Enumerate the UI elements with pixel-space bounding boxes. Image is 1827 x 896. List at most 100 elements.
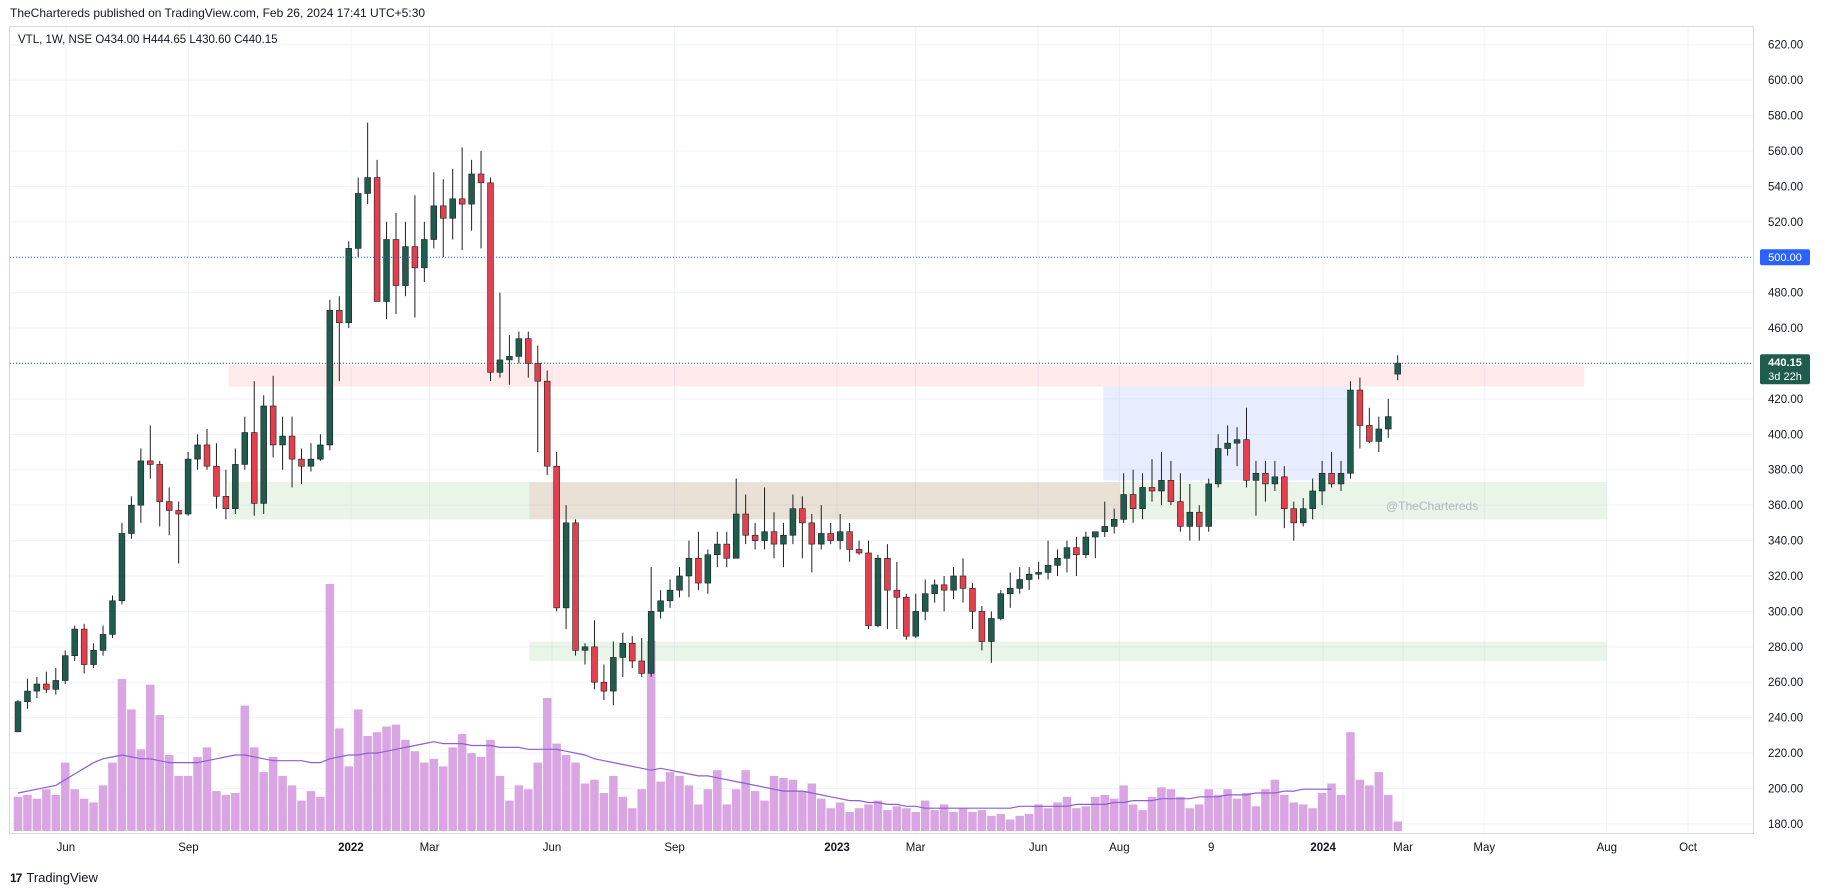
symbol-legend: VTL, 1W, NSE O434.00 H444.65 L430.60 C44… — [18, 34, 278, 46]
candle-up — [1252, 472, 1260, 481]
y-tick-label: 280.00 — [1768, 642, 1803, 654]
x-tick-label: Jun — [57, 842, 76, 854]
volume-bar — [1072, 808, 1081, 831]
candle-down — [543, 380, 551, 467]
volume-bar — [193, 756, 202, 831]
volume-bar — [807, 783, 817, 831]
candle-down — [458, 198, 466, 205]
time-axis[interactable]: Jun Sep 2022 Mar Jun Sep 2023 Mar Jun Aug 9 2024 Mar… — [57, 842, 1698, 854]
price-tags: 500.00 440.15 3d 22h — [1760, 249, 1810, 385]
candle-down — [147, 460, 154, 465]
volume-bar — [70, 789, 79, 831]
volume-bar — [1128, 804, 1138, 831]
range-zone — [1103, 386, 1349, 481]
candle-down — [865, 552, 872, 626]
volume-bar — [32, 798, 42, 831]
candle-up — [1205, 483, 1212, 527]
candle-up — [109, 600, 116, 635]
candle-up — [714, 543, 721, 556]
candle-up — [997, 593, 1005, 619]
volume-bar — [949, 812, 958, 831]
candle-up — [931, 584, 938, 594]
volume-bar — [1308, 808, 1317, 831]
volume-bar — [788, 779, 798, 831]
volume-bar — [1119, 785, 1128, 831]
level-tag-label: 500.00 — [1768, 252, 1802, 264]
price-axis[interactable]: 180.00 200.00 220.00 240.00 260.00 280.00 300.… — [1768, 40, 1803, 831]
volume-bar — [174, 775, 183, 831]
y-tick-label: 400.00 — [1768, 429, 1803, 441]
volume-bar — [363, 736, 372, 831]
candle-up — [1394, 362, 1401, 375]
candle-up — [836, 531, 844, 541]
candle-up — [1016, 579, 1023, 589]
candle-up — [232, 464, 239, 509]
volume-bar — [722, 804, 732, 831]
volume-bar — [930, 810, 939, 831]
candle-down — [1148, 487, 1156, 492]
x-tick-label: Mar — [1393, 842, 1413, 854]
volume-bar — [1327, 783, 1336, 831]
volume-bar — [1157, 787, 1166, 831]
volume-ma-line — [17, 741, 1332, 809]
volume-bar — [401, 739, 410, 831]
candle-down — [487, 182, 494, 373]
candle-up — [241, 432, 249, 465]
y-tick-label: 620.00 — [1768, 40, 1803, 52]
volume-bar — [287, 785, 297, 831]
candle-up — [1318, 472, 1326, 492]
volume-bar — [845, 812, 854, 831]
footer-brand[interactable]: 17 TradingView — [10, 870, 98, 885]
volume-bar — [694, 804, 703, 831]
candle-up — [1385, 416, 1392, 430]
candle-up — [506, 356, 513, 361]
candle-up — [704, 554, 712, 584]
volume-bar — [89, 802, 98, 831]
candle-down — [1366, 425, 1373, 442]
candle-up — [1044, 565, 1052, 573]
candle-up — [128, 504, 135, 534]
volume-bar — [325, 584, 335, 831]
volume-bar — [448, 747, 457, 831]
y-tick-label: 180.00 — [1768, 819, 1803, 831]
candle-up — [1025, 573, 1033, 580]
volume-bar — [1223, 789, 1232, 831]
volume-bar — [1043, 808, 1053, 831]
x-tick-label: Oct — [1679, 842, 1698, 854]
candle-down — [846, 531, 853, 550]
volume-bar — [420, 762, 429, 831]
candle-up — [685, 557, 693, 577]
candle-down — [156, 464, 163, 502]
candle-up — [326, 310, 334, 446]
candle-down — [213, 465, 220, 497]
candle-down — [629, 642, 636, 662]
candle-down — [969, 588, 976, 612]
candle-down — [251, 432, 258, 504]
y-tick-label: 600.00 — [1768, 75, 1803, 87]
candle-up — [1063, 547, 1071, 559]
volume-bar — [1204, 789, 1213, 831]
candle-down — [525, 338, 532, 364]
candle-up — [1007, 588, 1014, 594]
volume-bar — [1015, 815, 1024, 831]
volume-bar — [873, 800, 883, 831]
candle-up — [1158, 480, 1165, 492]
candle-up — [402, 246, 409, 286]
candle-down — [884, 557, 891, 591]
candle-up — [1214, 448, 1222, 485]
x-tick-label: Mar — [906, 842, 926, 854]
volume-bar — [1185, 808, 1195, 831]
price-tag-countdown: 3d 22h — [1768, 371, 1802, 383]
candle-up — [137, 460, 145, 506]
candle-down — [222, 495, 230, 509]
volume-bar — [155, 715, 164, 831]
volume-bar — [750, 791, 760, 831]
supply-zone — [529, 482, 1120, 520]
candle-down — [1196, 511, 1203, 527]
volume-bar — [599, 793, 609, 831]
volume-bar — [486, 739, 495, 831]
demand-zone — [529, 641, 1607, 661]
volume-bar — [1081, 806, 1091, 831]
candle-up — [1139, 487, 1146, 509]
